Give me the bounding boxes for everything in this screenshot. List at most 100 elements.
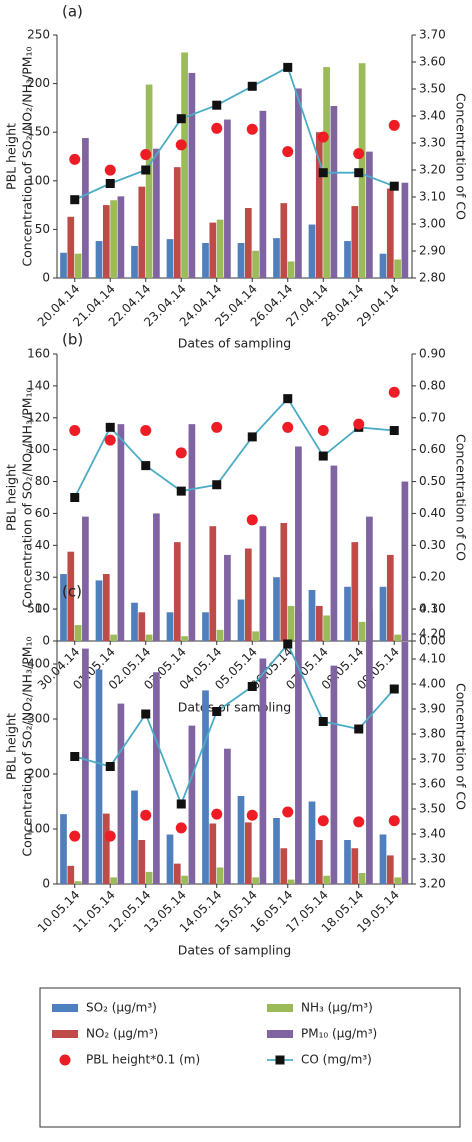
pbl-point xyxy=(104,164,116,176)
y-tick-label: 140 xyxy=(27,378,50,392)
bar xyxy=(145,634,153,641)
bar xyxy=(358,873,366,884)
legend-label: PBL height*0.1 (m) xyxy=(86,1053,200,1067)
pbl-point xyxy=(246,123,258,135)
bar xyxy=(366,151,373,278)
y2-label: Concentration of CO xyxy=(454,434,469,561)
y2-tick-label: 2.80 xyxy=(419,271,446,285)
y-tick-label: 200 xyxy=(27,76,50,90)
y2-tick-label: 3.20 xyxy=(419,163,446,177)
pbl-point xyxy=(175,822,187,834)
pbl-point xyxy=(282,806,294,818)
bar xyxy=(138,612,146,641)
y2-tick-label: 0.50 xyxy=(419,474,446,488)
bar xyxy=(323,875,330,884)
co-marker xyxy=(70,195,80,205)
bar xyxy=(295,610,302,884)
y-label: PBL height xyxy=(4,123,19,190)
bar xyxy=(224,554,231,641)
y-tick-label: 300 xyxy=(27,712,50,726)
bar xyxy=(280,523,288,641)
pbl-point xyxy=(140,809,152,821)
co-marker xyxy=(318,717,328,726)
legend-swatch xyxy=(59,1054,71,1066)
pbl-point xyxy=(69,830,81,842)
bar xyxy=(280,848,288,884)
y-tick-label: 100 xyxy=(27,173,50,187)
y-tick-label: 0 xyxy=(42,634,50,648)
pbl-point xyxy=(140,425,152,437)
co-marker xyxy=(176,114,186,124)
bar xyxy=(252,250,259,278)
y-tick-label: 0 xyxy=(42,877,50,891)
bar xyxy=(315,132,323,278)
bar xyxy=(401,642,409,884)
bar xyxy=(188,424,196,641)
bar xyxy=(252,877,259,884)
y2-tick-label: 4.10 xyxy=(419,652,446,666)
co-line xyxy=(74,66,395,201)
co-marker xyxy=(283,62,293,72)
co-marker xyxy=(141,165,151,175)
bar xyxy=(202,690,209,884)
bar xyxy=(273,818,280,884)
y-label: Concentration of SO₂/NO₂/NH₃/PM₁₀ xyxy=(20,46,35,266)
legend-label: PM₁₀ (µg/m³) xyxy=(301,1027,377,1041)
pbl-point xyxy=(388,815,400,827)
bar xyxy=(60,574,67,641)
co-marker xyxy=(283,639,293,649)
bar xyxy=(166,612,174,641)
y-tick-label: 100 xyxy=(27,442,50,456)
pbl-point xyxy=(104,434,116,446)
y2-tick-label: 0.40 xyxy=(419,506,446,520)
legend-swatch xyxy=(52,1030,78,1038)
co-marker xyxy=(141,461,151,471)
y2-tick-label: 3.00 xyxy=(419,217,446,231)
co-marker xyxy=(70,493,80,502)
bar xyxy=(74,881,82,884)
co-marker xyxy=(283,394,293,404)
bar xyxy=(394,877,401,884)
bar xyxy=(153,148,160,278)
bar xyxy=(145,84,153,279)
y-tick-label: 100 xyxy=(27,822,50,836)
panel-title: (c) xyxy=(62,583,82,601)
pbl-point xyxy=(317,815,329,827)
bar xyxy=(60,814,67,884)
bar xyxy=(95,669,103,884)
y-label: PBL height xyxy=(4,713,19,780)
co-marker xyxy=(247,682,257,691)
bar xyxy=(351,848,359,884)
pbl-point xyxy=(353,418,365,430)
bar xyxy=(110,877,117,884)
bar xyxy=(166,239,174,278)
bar xyxy=(153,513,160,641)
y-tick-label: 250 xyxy=(27,28,50,42)
bar xyxy=(344,241,351,278)
bar xyxy=(67,865,75,884)
bar xyxy=(252,631,259,641)
bar xyxy=(82,648,89,884)
bar xyxy=(295,446,302,641)
bar xyxy=(117,196,125,278)
co-marker xyxy=(354,724,364,734)
bar xyxy=(379,253,387,278)
bar xyxy=(131,602,138,641)
y2-tick-label: 0.60 xyxy=(419,442,446,456)
bar xyxy=(273,238,280,278)
y2-tick-label: 4.00 xyxy=(419,677,446,691)
bar xyxy=(224,748,231,884)
bar xyxy=(366,516,373,641)
bar xyxy=(67,216,75,278)
bar xyxy=(315,605,323,641)
bar xyxy=(308,589,316,641)
bar xyxy=(95,241,103,278)
co-marker xyxy=(212,100,222,110)
bar xyxy=(102,205,110,278)
bar xyxy=(74,625,82,641)
bar xyxy=(237,243,245,278)
co-line xyxy=(74,642,395,807)
legend-label: NO₂ (µg/m³) xyxy=(86,1027,158,1041)
bar xyxy=(386,855,394,884)
